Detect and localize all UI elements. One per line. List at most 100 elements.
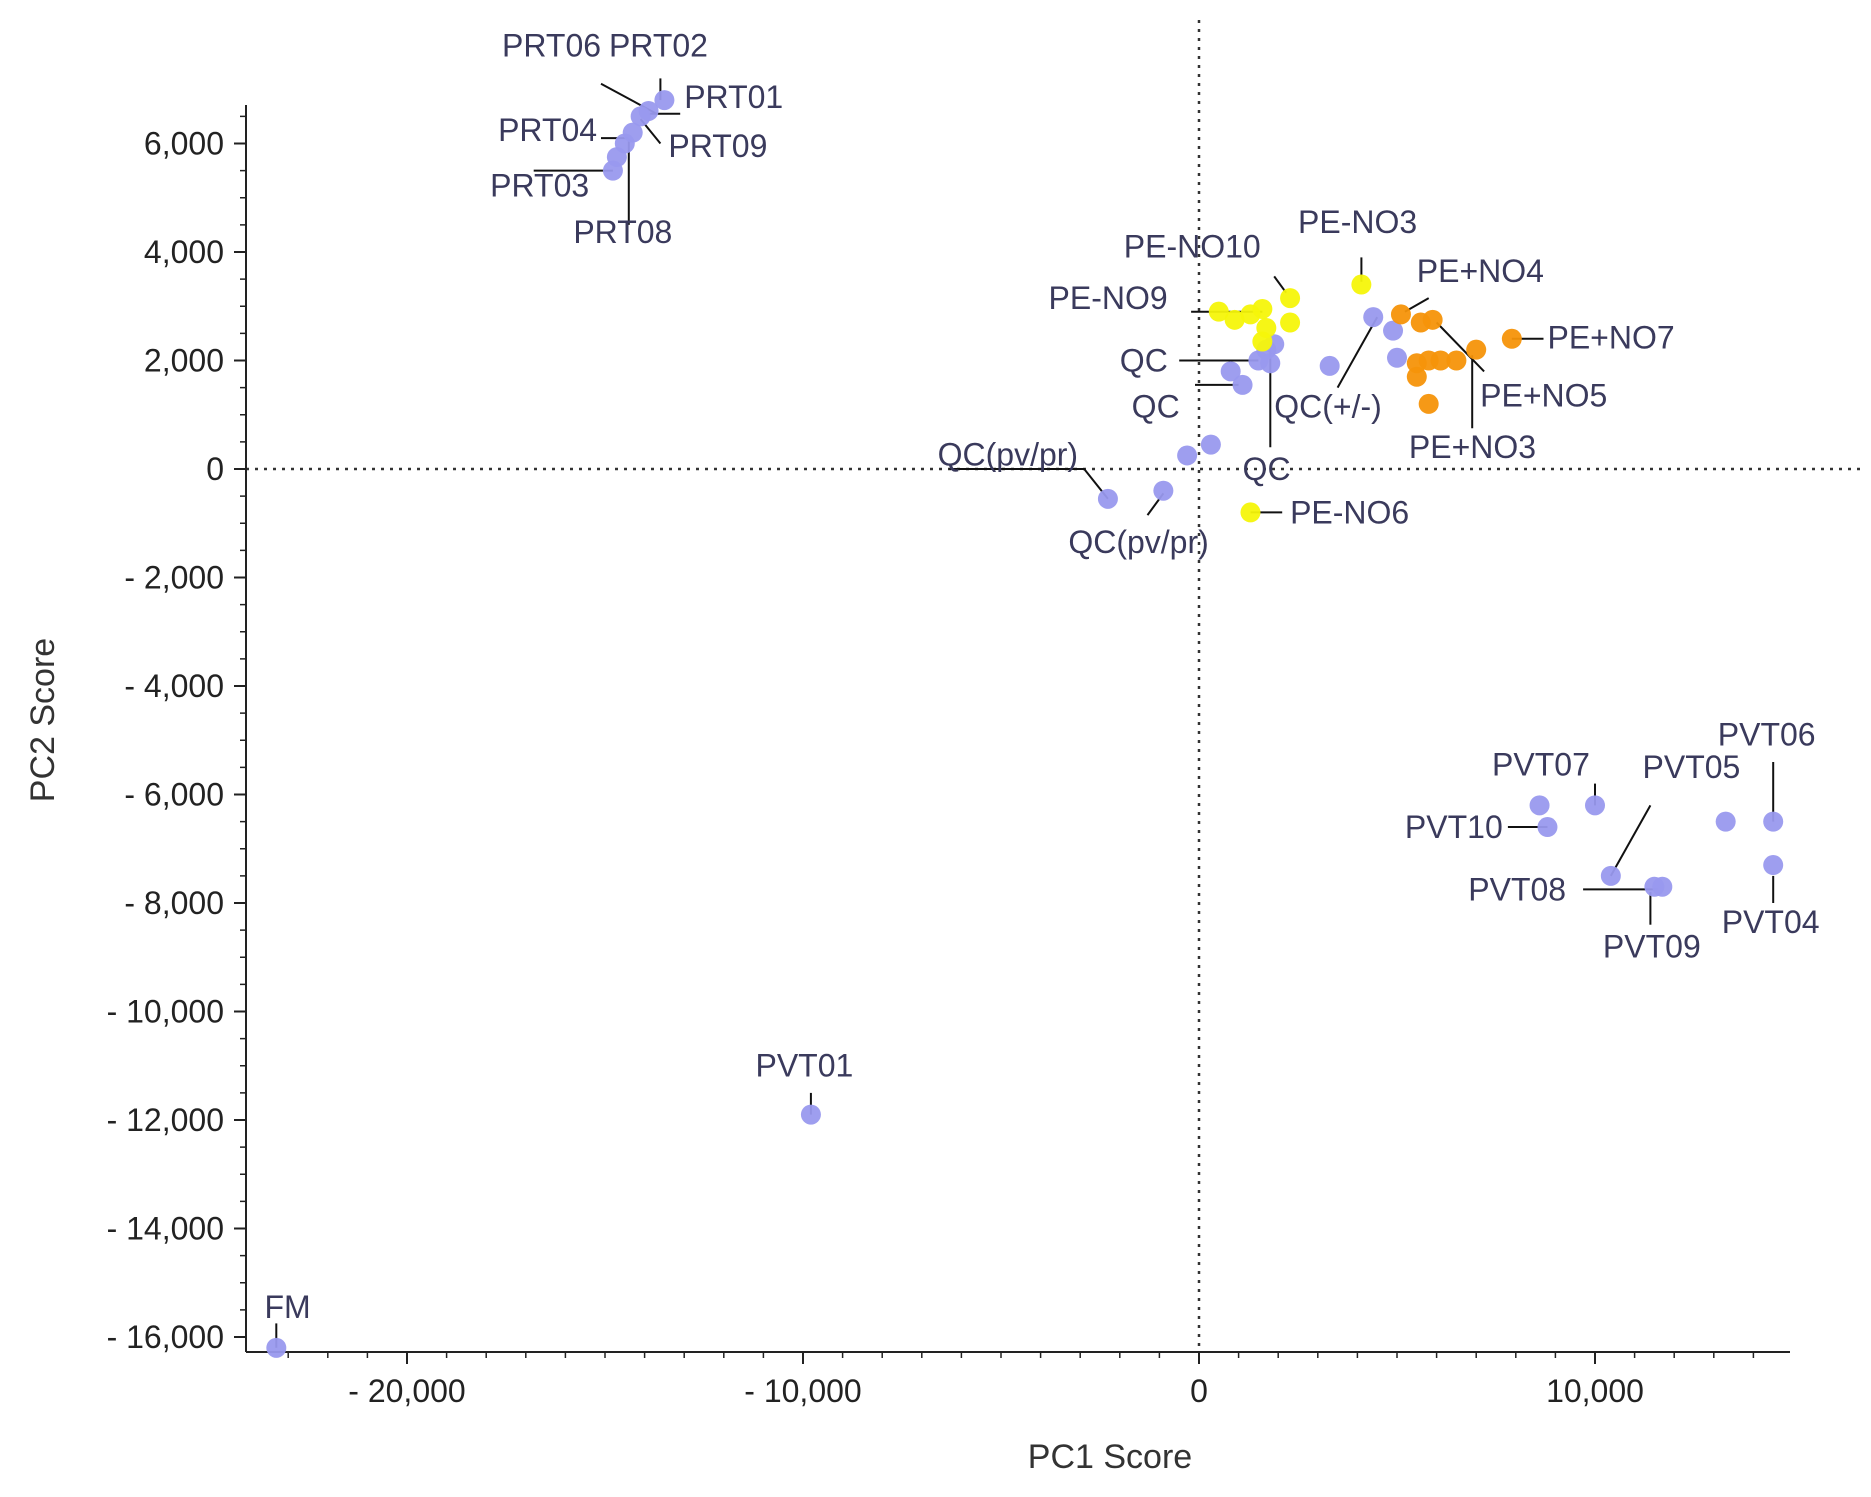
point-label: PE-NO9 bbox=[1049, 280, 1168, 316]
y-tick-label: 6,000 bbox=[144, 126, 224, 162]
x-axis-title: PC1 Score bbox=[1028, 1438, 1192, 1476]
point-label: QC bbox=[1120, 342, 1168, 378]
point-label: PRT01 bbox=[684, 79, 783, 115]
data-point bbox=[1260, 353, 1281, 374]
data-point bbox=[1097, 488, 1118, 509]
data-point bbox=[1446, 350, 1467, 371]
leader-line bbox=[1336, 316, 1379, 389]
point-label: PRT03 bbox=[490, 168, 589, 204]
data-point bbox=[1252, 331, 1273, 352]
data-point bbox=[1319, 355, 1340, 376]
data-point bbox=[1280, 288, 1301, 309]
data-point bbox=[1652, 876, 1673, 897]
leader-line bbox=[1273, 275, 1287, 294]
data-point bbox=[1600, 865, 1621, 886]
x-tick-label: - 20,000 bbox=[348, 1373, 465, 1409]
data-point bbox=[1763, 855, 1784, 876]
reference-lines bbox=[246, 20, 1860, 1352]
data-point bbox=[1585, 795, 1605, 816]
data-point bbox=[1418, 393, 1439, 414]
data-point bbox=[1406, 366, 1427, 387]
data-point bbox=[266, 1337, 287, 1358]
data-point bbox=[630, 106, 651, 127]
data-point bbox=[1537, 817, 1558, 838]
y-tick-label: - 8,000 bbox=[124, 885, 224, 921]
data-point bbox=[1715, 811, 1736, 832]
data-point bbox=[1466, 339, 1487, 360]
point-label: QC(pv/pr) bbox=[938, 437, 1078, 473]
point-label: PRT02 bbox=[609, 28, 708, 64]
data-point bbox=[1763, 811, 1784, 832]
y-tick-label: - 10,000 bbox=[107, 994, 224, 1030]
point-label: PRT04 bbox=[498, 112, 597, 148]
point-label: PE+NO5 bbox=[1480, 378, 1607, 414]
y-tick-label: - 14,000 bbox=[107, 1211, 224, 1247]
data-point bbox=[1529, 795, 1550, 816]
point-label: PE+NO3 bbox=[1409, 429, 1536, 465]
leader-line bbox=[1609, 804, 1652, 877]
data-point bbox=[1220, 361, 1241, 382]
data-point bbox=[1363, 307, 1384, 328]
point-label: PVT04 bbox=[1722, 904, 1820, 940]
point-label: PE-NO6 bbox=[1290, 494, 1409, 530]
point-label: PE-NO3 bbox=[1298, 204, 1417, 240]
leader-line bbox=[949, 468, 1109, 500]
data-point bbox=[654, 90, 675, 111]
y-tick-label: 2,000 bbox=[144, 343, 224, 379]
data-point bbox=[1252, 298, 1273, 319]
point-label: PVT06 bbox=[1718, 717, 1816, 753]
data-point bbox=[1240, 502, 1261, 523]
point-label: QC(+/-) bbox=[1274, 388, 1382, 424]
point-label: PVT10 bbox=[1405, 809, 1503, 845]
point-label: PRT09 bbox=[668, 128, 767, 164]
data-point bbox=[1208, 301, 1229, 322]
point-labels: PRT06 PRT02 PRT01 PRT04 PRT09 PRT03 PRT08 PE-NO… bbox=[264, 28, 1819, 1325]
point-label: PE+NO7 bbox=[1547, 320, 1674, 356]
data-point bbox=[1501, 328, 1522, 349]
point-label: PVT08 bbox=[1468, 871, 1566, 907]
point-label: PVT01 bbox=[755, 1048, 853, 1084]
point-label: PVT07 bbox=[1492, 747, 1590, 783]
data-point bbox=[1383, 320, 1404, 341]
data-point bbox=[1422, 309, 1443, 330]
y-tick-label: 0 bbox=[206, 451, 224, 487]
y-tick-label: - 16,000 bbox=[107, 1319, 224, 1355]
data-point bbox=[800, 1104, 821, 1125]
y-tick-label: - 12,000 bbox=[107, 1102, 224, 1138]
data-point bbox=[1390, 304, 1411, 325]
label-leader-lines bbox=[275, 78, 1775, 1348]
x-tick-label: - 10,000 bbox=[744, 1373, 861, 1409]
data-point bbox=[1177, 445, 1198, 466]
axes: 6,000 4,000 2,000 0 - 2,000 - 4,000 - 6,000 - 8… bbox=[107, 105, 1790, 1409]
point-label: QC bbox=[1132, 388, 1180, 424]
y-tick-label: - 2,000 bbox=[124, 560, 224, 596]
point-label: PRT08 bbox=[573, 214, 672, 250]
y-axis-title: PC2 Score bbox=[24, 638, 62, 802]
x-tick-label: 10,000 bbox=[1546, 1373, 1644, 1409]
point-label: PVT05 bbox=[1643, 749, 1741, 785]
data-point bbox=[1387, 347, 1407, 368]
y-tick-label: - 6,000 bbox=[124, 777, 224, 813]
data-point bbox=[1430, 350, 1451, 371]
data-point bbox=[1232, 374, 1253, 395]
data-point bbox=[1351, 274, 1372, 295]
point-label: QC(pv/pr) bbox=[1068, 524, 1208, 560]
data-points bbox=[266, 90, 1784, 1358]
point-label: PVT09 bbox=[1603, 928, 1701, 964]
point-label: QC bbox=[1243, 451, 1291, 487]
point-label: PE+NO4 bbox=[1417, 253, 1544, 289]
y-tick-label: - 4,000 bbox=[124, 668, 224, 704]
data-point bbox=[602, 160, 623, 181]
data-point bbox=[1280, 312, 1301, 333]
point-label: PE-NO10 bbox=[1124, 228, 1261, 264]
y-tick-label: 4,000 bbox=[144, 234, 224, 270]
data-point bbox=[1200, 434, 1221, 455]
data-point bbox=[1153, 480, 1174, 501]
x-tick-label: 0 bbox=[1190, 1373, 1208, 1409]
point-label: PRT06 bbox=[502, 28, 601, 64]
leader-line bbox=[1435, 321, 1485, 373]
data-point bbox=[1224, 309, 1245, 330]
point-label: FM bbox=[264, 1289, 310, 1325]
